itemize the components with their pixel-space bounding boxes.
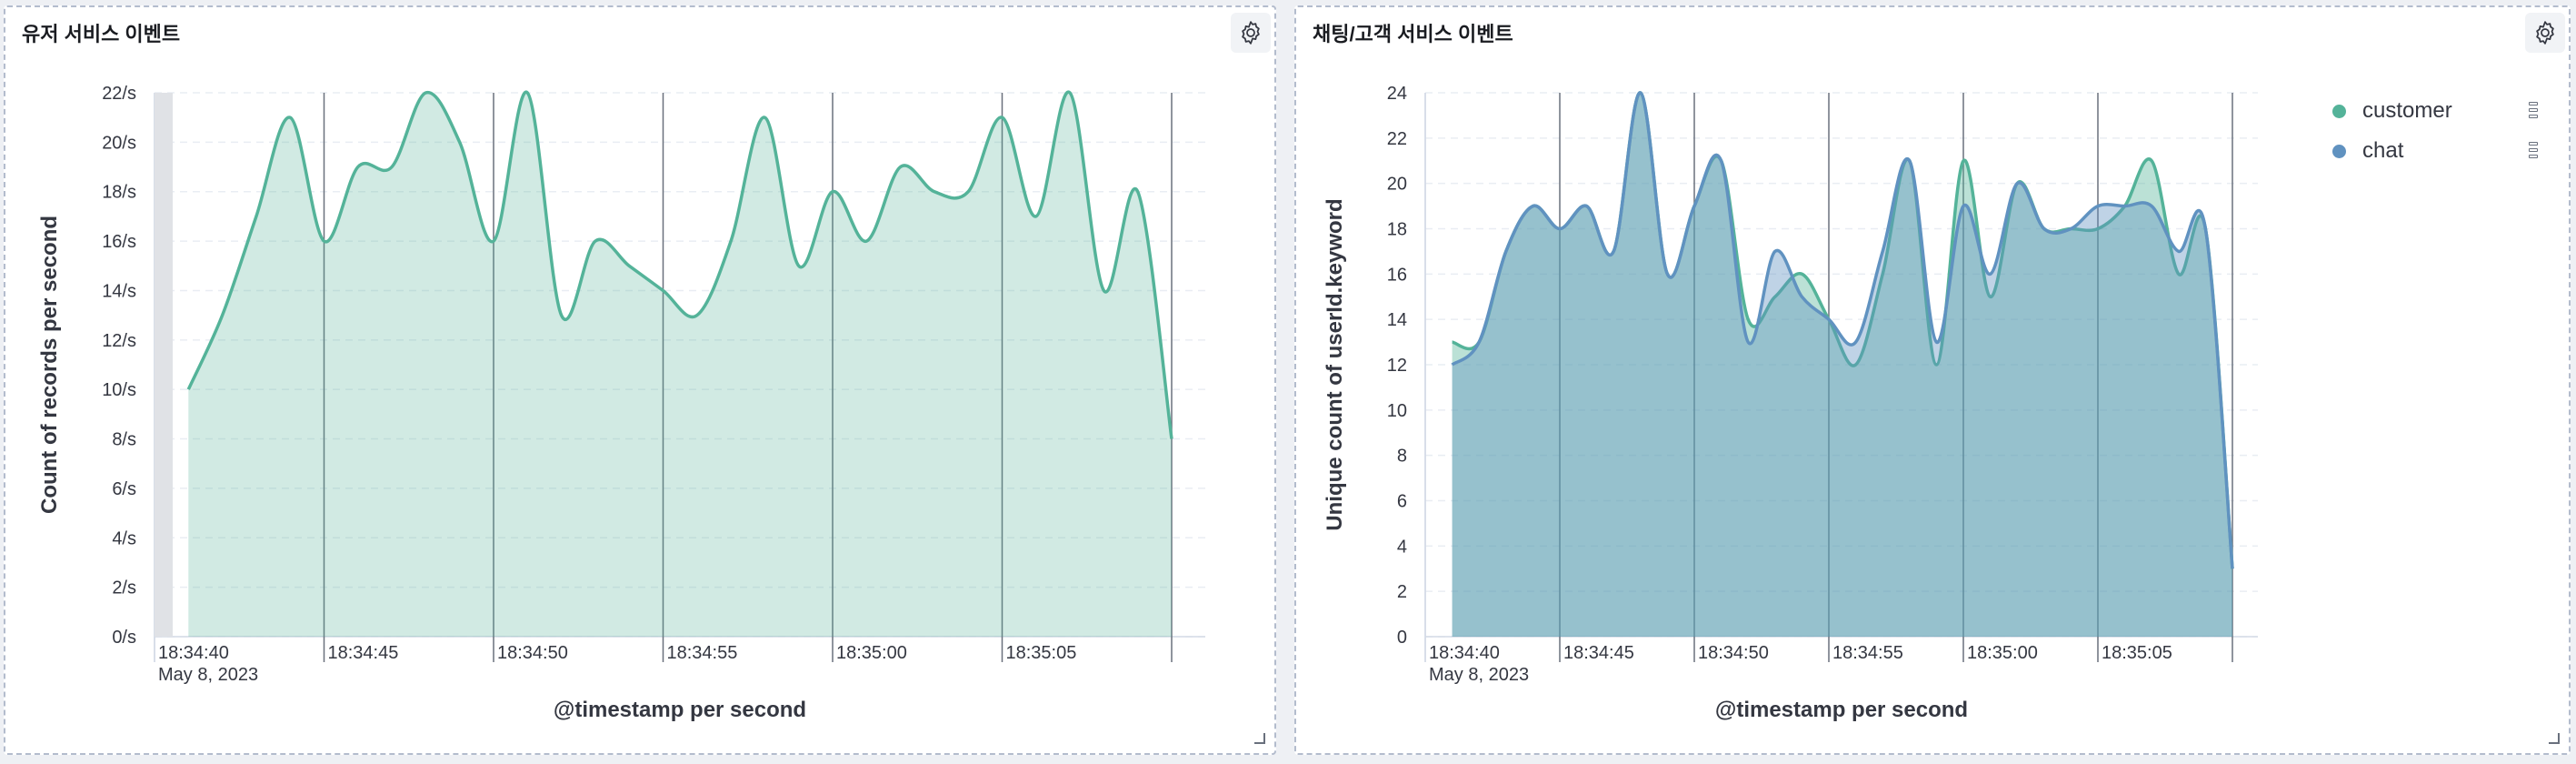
gear-icon bbox=[1242, 21, 1260, 45]
y-tick-label: 10 bbox=[1387, 401, 1407, 421]
series-line-count bbox=[186, 90, 1173, 439]
x-tick-label: 18:34:50 bbox=[1698, 643, 1769, 663]
legend-actions-icon[interactable] bbox=[2529, 142, 2538, 161]
legend-color-dot bbox=[2332, 104, 2346, 118]
chart-legend: customer chat bbox=[2329, 91, 2538, 171]
y-tick-label: 16 bbox=[1387, 265, 1407, 285]
series-area-chat bbox=[1452, 92, 2232, 638]
x-tick-label: 18:35:00 bbox=[836, 643, 907, 663]
x-tick-label: 18:34:55 bbox=[667, 643, 738, 663]
x-date-label: May 8, 2023 bbox=[158, 665, 258, 685]
x-tick-label: 18:34:45 bbox=[1563, 643, 1634, 663]
panel-settings-button[interactable] bbox=[1231, 13, 1271, 53]
x-tick-label: 18:34:45 bbox=[328, 643, 399, 663]
y-tick-label: 14/s bbox=[102, 281, 136, 301]
y-tick-label: 8/s bbox=[112, 430, 136, 450]
y-axis-title: Unique count of userId.keyword bbox=[1323, 198, 1347, 530]
chart-user-service-events: 0/s 2/s 4/s 6/s 8/s 10/s 12/s 14/s 16/s 18/s 20/s 2… bbox=[37, 84, 1205, 722]
panel-title: 채팅/고객 서비스 이벤트 bbox=[1313, 23, 1513, 45]
y-tick-label: 16/s bbox=[102, 232, 136, 252]
legend-actions-icon[interactable] bbox=[2529, 102, 2538, 121]
resize-handle[interactable] bbox=[2549, 733, 2560, 744]
y-tick-label: 6/s bbox=[112, 479, 136, 499]
panel-user-service-events: 유저 서비스 이벤트 0/s 2/s 4/s 6/s 8/s 10/s 12/s 14/s 16… bbox=[4, 5, 1276, 755]
y-tick-label: 18 bbox=[1387, 220, 1407, 240]
y-tick-label: 10/s bbox=[102, 380, 136, 400]
y-tick-label: 14 bbox=[1387, 310, 1407, 330]
series-area-count bbox=[188, 92, 1172, 637]
y-tick-label: 2 bbox=[1397, 582, 1407, 602]
y-tick-label: 0 bbox=[1397, 628, 1407, 648]
legend-label: chat bbox=[2362, 138, 2404, 163]
x-tick-label: 18:35:05 bbox=[2102, 643, 2172, 663]
y-tick-label: 12 bbox=[1387, 356, 1407, 376]
y-tick-label: 4 bbox=[1397, 537, 1407, 557]
gear-icon bbox=[2536, 21, 2554, 45]
legend-color-dot bbox=[2332, 144, 2346, 158]
x-tick-label: 18:34:40 bbox=[1429, 643, 1500, 663]
x-date-label: May 8, 2023 bbox=[1429, 665, 1529, 685]
panel-title: 유저 서비스 이벤트 bbox=[22, 23, 181, 45]
y-tick-label: 6 bbox=[1397, 492, 1407, 512]
y-axis-title: Count of records per second bbox=[37, 216, 62, 514]
legend-label: customer bbox=[2362, 98, 2452, 123]
partial-bucket-shade bbox=[155, 93, 173, 637]
legend-item-customer[interactable]: customer bbox=[2329, 91, 2538, 131]
series-area-customer bbox=[1452, 92, 2232, 638]
x-tick-label: 18:34:55 bbox=[1832, 643, 1903, 663]
y-tick-label: 18/s bbox=[102, 183, 136, 203]
x-tick-label: 18:35:00 bbox=[1967, 643, 2038, 663]
y-tick-label: 2/s bbox=[112, 578, 136, 598]
panel-settings-button[interactable] bbox=[2525, 13, 2565, 53]
panel-chat-customer-service-events: 채팅/고객 서비스 이벤트 0 2 4 6 8 10 12 14 16 18 20 22 24 18:34… bbox=[1294, 5, 2571, 755]
x-tick-label: 18:34:40 bbox=[158, 643, 229, 663]
y-tick-label: 4/s bbox=[112, 528, 136, 548]
y-tick-label: 12/s bbox=[102, 331, 136, 351]
y-tick-label: 24 bbox=[1387, 84, 1407, 104]
y-tick-label: 20 bbox=[1387, 175, 1407, 195]
y-tick-label: 22/s bbox=[102, 84, 136, 104]
series-line-chat bbox=[1451, 91, 2234, 569]
x-tick-label: 18:34:50 bbox=[497, 643, 568, 663]
x-axis-title: @timestamp per second bbox=[1715, 698, 1968, 722]
resize-handle[interactable] bbox=[1254, 733, 1265, 744]
x-axis-title: @timestamp per second bbox=[554, 698, 806, 722]
y-tick-label: 0/s bbox=[112, 628, 136, 648]
y-tick-label: 22 bbox=[1387, 129, 1407, 149]
legend-item-chat[interactable]: chat bbox=[2329, 131, 2538, 171]
y-tick-label: 20/s bbox=[102, 133, 136, 153]
y-tick-label: 8 bbox=[1397, 447, 1407, 467]
x-tick-label: 18:35:05 bbox=[1006, 643, 1077, 663]
